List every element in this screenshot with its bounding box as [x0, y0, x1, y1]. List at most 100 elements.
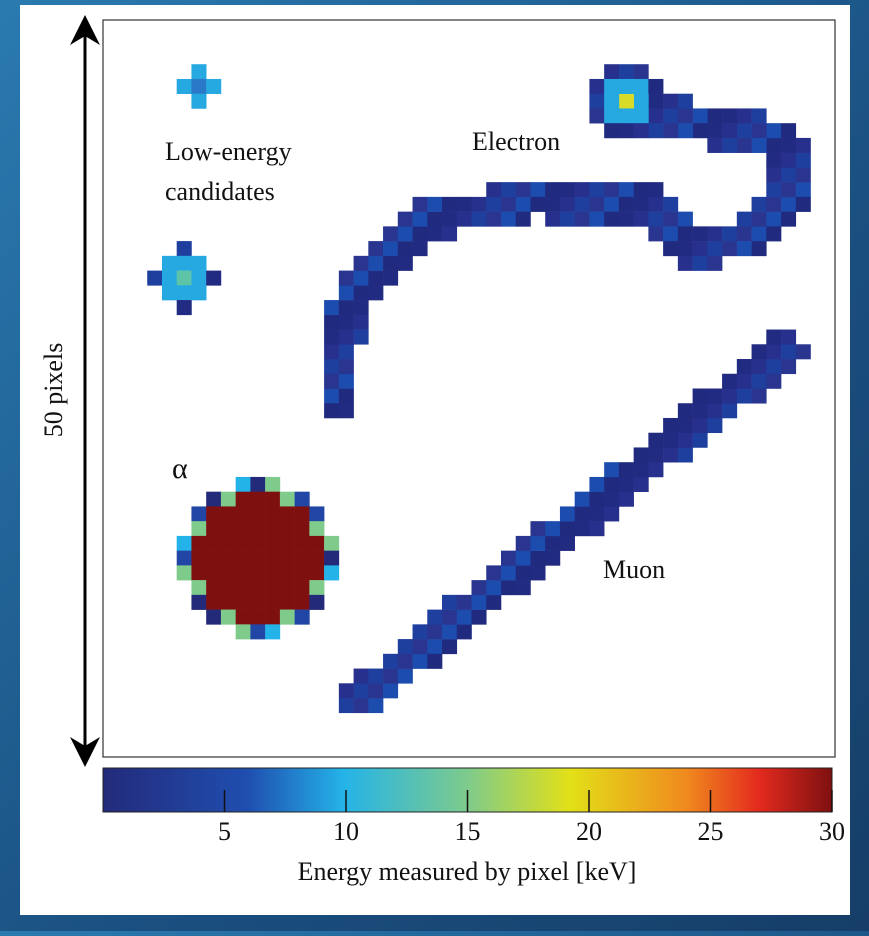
pixel: [354, 683, 369, 698]
pixel: [737, 389, 752, 404]
pixel: [589, 492, 604, 507]
pixel: [191, 551, 206, 566]
pixel: [722, 138, 737, 153]
pixel: [530, 197, 545, 212]
pixel: [545, 182, 560, 197]
pixel: [221, 521, 236, 536]
pixel: [442, 212, 457, 227]
pixel: [589, 212, 604, 227]
pixel: [427, 197, 442, 212]
colorbar-tick-label: 10: [333, 817, 359, 846]
pixel: [752, 374, 767, 389]
pixel: [206, 271, 221, 286]
pixel: [398, 639, 413, 654]
pixel: [752, 138, 767, 153]
pixel: [309, 536, 324, 551]
pixel: [442, 595, 457, 610]
pixel: [442, 226, 457, 241]
pixel: [766, 344, 781, 359]
pixel: [309, 565, 324, 580]
pixel: [206, 521, 221, 536]
pixel: [560, 536, 575, 551]
pixel: [309, 551, 324, 566]
pixel: [250, 477, 265, 492]
pixel: [707, 226, 722, 241]
pixel: [634, 94, 649, 109]
pixel: [707, 241, 722, 256]
pixel: [604, 94, 619, 109]
pixel: [177, 285, 192, 300]
pixel: [236, 580, 251, 595]
pixel: [324, 403, 339, 418]
pixel: [589, 477, 604, 492]
pixel: [678, 241, 693, 256]
pixel: [309, 506, 324, 521]
pixel: [177, 256, 192, 271]
pixel: [250, 595, 265, 610]
pixel: [707, 108, 722, 123]
pixel: [250, 551, 265, 566]
pixel: [766, 182, 781, 197]
pixel: [634, 123, 649, 138]
pixel: [501, 565, 516, 580]
pixel: [589, 79, 604, 94]
pixel: [486, 565, 501, 580]
pixel: [280, 506, 295, 521]
pixel: [678, 418, 693, 433]
pixel: [663, 197, 678, 212]
pixel: [236, 610, 251, 625]
pixel: [693, 418, 708, 433]
pixel: [442, 624, 457, 639]
pixel: [339, 285, 354, 300]
pixel: [206, 565, 221, 580]
pixel: [339, 330, 354, 345]
pixel: [678, 447, 693, 462]
pixel: [236, 565, 251, 580]
pixel: [383, 226, 398, 241]
pixel: [707, 403, 722, 418]
pixel: [530, 536, 545, 551]
pixel: [324, 359, 339, 374]
pixel: [648, 182, 663, 197]
pixel: [206, 610, 221, 625]
pixel: [707, 138, 722, 153]
pixel: [236, 595, 251, 610]
pixel: [752, 226, 767, 241]
pixel: [752, 389, 767, 404]
pixel: [354, 256, 369, 271]
pixel: [339, 374, 354, 389]
pixel: [236, 536, 251, 551]
pixel: [236, 477, 251, 492]
pixel: [236, 492, 251, 507]
pixel: [295, 521, 310, 536]
pixel: [589, 521, 604, 536]
pixel: [472, 595, 487, 610]
pixel: [501, 212, 516, 227]
pixel: [486, 595, 501, 610]
pixel: [663, 447, 678, 462]
pixel: [413, 654, 428, 669]
pixel: [604, 492, 619, 507]
pixel: [648, 79, 663, 94]
pixel: [236, 506, 251, 521]
pixel: [280, 551, 295, 566]
pixel: [781, 344, 796, 359]
pixel: [191, 536, 206, 551]
pixel: [191, 521, 206, 536]
pixel: [619, 462, 634, 477]
pixel: [295, 536, 310, 551]
colorbar-tick-label: 20: [576, 817, 602, 846]
pixel: [678, 108, 693, 123]
pixel: [250, 492, 265, 507]
pixel: [398, 256, 413, 271]
pixel: [634, 64, 649, 79]
pixel: [427, 654, 442, 669]
pixel: [354, 698, 369, 713]
pixel: [398, 654, 413, 669]
pixel: [501, 197, 516, 212]
pixel: [722, 403, 737, 418]
pixel: [752, 212, 767, 227]
pixel: [575, 212, 590, 227]
pixel: [383, 256, 398, 271]
pixel: [766, 197, 781, 212]
